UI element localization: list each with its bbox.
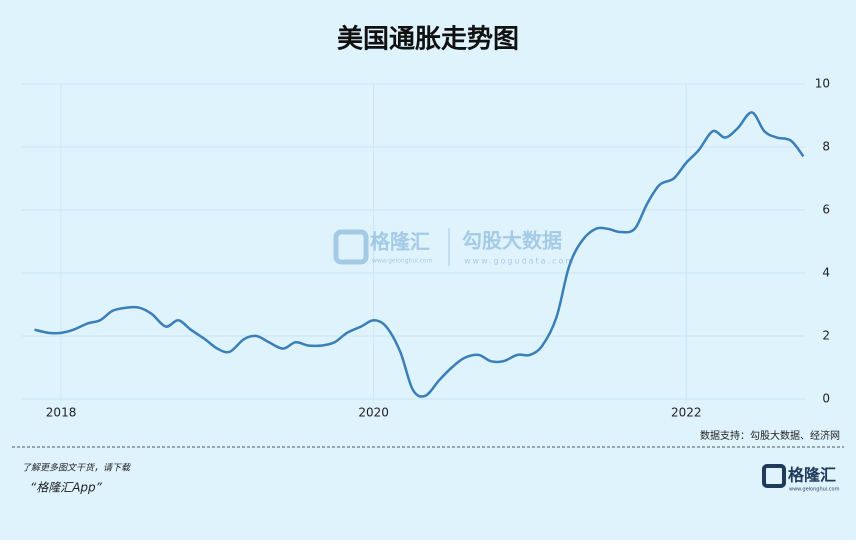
y-tick-label: 8 <box>822 140 830 154</box>
watermark-brand: 格隆汇 <box>370 230 430 254</box>
watermark-logo <box>333 229 369 265</box>
footer-logo-icon <box>762 464 786 488</box>
footer-logo-url: www.gelonghui.com <box>789 487 840 493</box>
chart-title: 美国通胀走势图 <box>337 24 519 55</box>
footer-prompt: 了解更多图文干货，请下载 <box>22 463 131 474</box>
y-tick-label: 4 <box>822 266 830 280</box>
watermark-data: 勾股大数据 <box>462 229 562 253</box>
footer-logo: 格隆汇 <box>788 466 836 485</box>
y-tick-label: 6 <box>822 203 830 217</box>
x-tick-label: 2020 <box>358 406 389 420</box>
watermark: 格隆汇 www.gelonghui.com 勾股大数据 www.gogudata… <box>333 228 575 266</box>
y-tick-label: 2 <box>822 329 830 343</box>
footer-app: “格隆汇App” <box>30 481 103 495</box>
x-tick-label: 2018 <box>46 406 77 420</box>
source: 数据支持：勾股大数据、经济网 <box>700 429 840 442</box>
x-tick-label: 2022 <box>671 406 702 420</box>
grid <box>22 83 805 403</box>
watermark-data-url: www.gogudata.com <box>464 257 575 266</box>
y-tick-label: 0 <box>822 392 830 406</box>
watermark-brand-url: www.gelonghui.com <box>372 258 433 265</box>
line <box>34 111 805 398</box>
y-tick-label: 10 <box>815 77 830 91</box>
